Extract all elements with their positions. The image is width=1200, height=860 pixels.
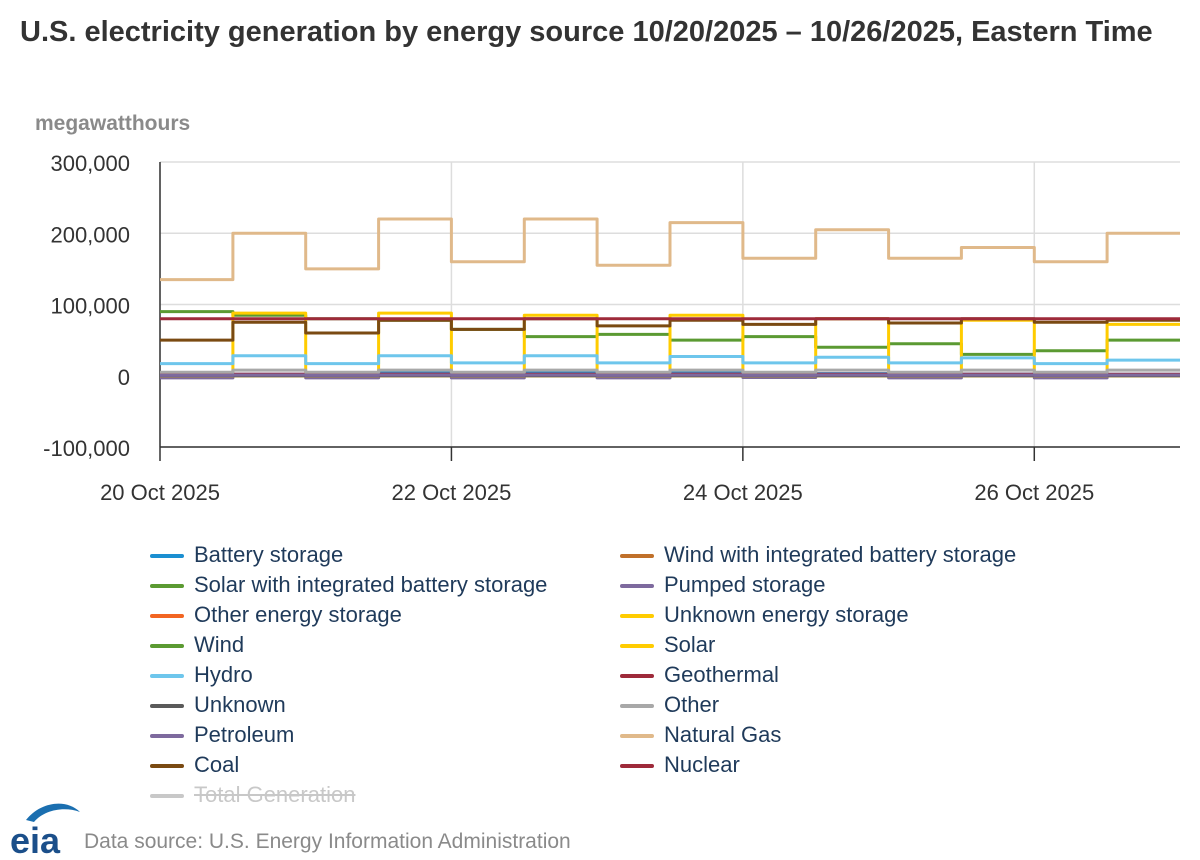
legend-swatch — [150, 614, 184, 618]
x-tick-label: 22 Oct 2025 — [391, 480, 511, 505]
legend-swatch — [620, 584, 654, 588]
series-line-other — [160, 368, 1180, 374]
legend-label: Coal — [194, 752, 240, 777]
legend-label: Nuclear — [664, 752, 740, 777]
data-source-note: Data source: U.S. Energy Information Adm… — [84, 830, 571, 853]
legend-label: Solar with integrated battery storage — [194, 572, 548, 597]
x-tick-label: 26 Oct 2025 — [974, 480, 1094, 505]
legend-swatch — [150, 794, 184, 798]
legend-label: Battery storage — [194, 542, 344, 567]
legend-swatch — [150, 674, 184, 678]
legend-label: Total Generation — [194, 782, 356, 807]
chart-plot-area: 300,000 200,000 100,000 0 -100,000 20 Oct 202… — [43, 151, 1180, 505]
legend-label: Unknown — [194, 692, 286, 717]
legend-swatch — [150, 554, 184, 558]
legend-label: Wind — [194, 632, 245, 657]
legend-label: Wind with integrated battery storage — [664, 542, 1017, 567]
legend-swatch — [150, 764, 184, 768]
legend-label: Other — [664, 692, 720, 717]
legend-swatch — [620, 644, 654, 648]
legend-swatch — [150, 704, 184, 708]
y-tick-label: 100,000 — [50, 294, 130, 319]
series-line-natural-gas — [160, 217, 1180, 282]
x-tick-label: 20 Oct 2025 — [100, 480, 220, 505]
legend-label: Hydro — [194, 662, 253, 687]
y-tick-label: 300,000 — [50, 151, 130, 176]
legend-label: Geothermal — [664, 662, 779, 687]
legend-swatch — [150, 584, 184, 588]
chart-title: U.S. electricity generation by energy so… — [20, 16, 1153, 48]
chart-axis-ticks: 300,000 200,000 100,000 0 -100,000 20 Oct 202… — [43, 151, 1180, 505]
legend-label: Petroleum — [194, 722, 295, 747]
chart-grid — [159, 161, 1180, 448]
y-tick-label: -100,000 — [43, 436, 130, 461]
legend-label: Other energy storage — [194, 602, 402, 627]
footer: eia Data source: U.S. Energy Information… — [0, 798, 1200, 860]
legend-label: Natural Gas — [664, 722, 782, 747]
legend-label: Pumped storage — [664, 572, 826, 597]
legend-swatch — [150, 734, 184, 738]
legend-swatch — [620, 734, 654, 738]
legend-swatch — [620, 554, 654, 558]
legend-swatch — [620, 614, 654, 618]
legend-swatch — [620, 674, 654, 678]
x-tick-label: 24 Oct 2025 — [683, 480, 803, 505]
eia-logo: eia — [10, 803, 80, 856]
y-axis-unit-label: megawatthours — [35, 112, 191, 135]
legend-swatch — [620, 704, 654, 708]
legend-swatch — [150, 644, 184, 648]
legend-label: Unknown energy storage — [664, 602, 909, 627]
eia-logo-swoosh — [26, 803, 80, 822]
y-tick-label: 200,000 — [50, 222, 130, 247]
legend-swatch — [620, 764, 654, 768]
legend-label: Solar — [664, 632, 716, 657]
eia-logo-text: eia — [10, 820, 61, 856]
series-line-hydro — [160, 354, 1180, 366]
chart-series — [160, 217, 1180, 380]
y-tick-label: 0 — [118, 365, 130, 390]
